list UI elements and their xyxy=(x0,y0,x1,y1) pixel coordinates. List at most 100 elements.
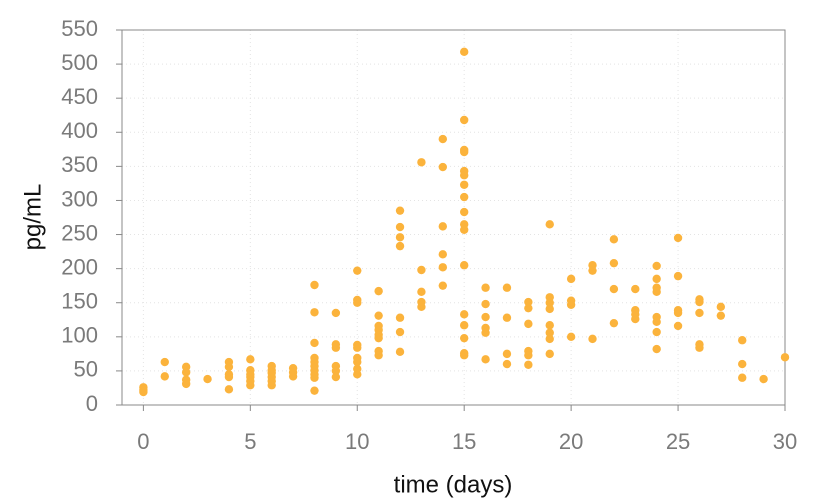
x-tick-label: 25 xyxy=(666,429,690,454)
point xyxy=(181,379,191,389)
point xyxy=(438,162,448,172)
point xyxy=(353,298,362,307)
point xyxy=(609,235,619,244)
point xyxy=(716,302,726,312)
point xyxy=(545,328,554,337)
point xyxy=(438,281,448,290)
point xyxy=(695,343,704,352)
point xyxy=(181,368,191,377)
y-tick-label: 200 xyxy=(61,254,98,279)
x-axis-label: time (days) xyxy=(394,471,513,498)
point xyxy=(524,351,533,360)
point xyxy=(481,283,490,292)
point xyxy=(524,297,533,307)
point xyxy=(459,147,469,157)
point xyxy=(374,351,383,360)
y-tick-label: 150 xyxy=(61,289,98,314)
y-tick-label: 100 xyxy=(61,323,98,348)
point xyxy=(652,287,661,297)
point xyxy=(780,353,790,362)
point xyxy=(438,263,448,272)
y-tick-label: 250 xyxy=(61,220,98,245)
point xyxy=(395,327,405,337)
point xyxy=(374,286,383,296)
point xyxy=(224,362,234,372)
point xyxy=(374,333,383,343)
y-tick-label: 300 xyxy=(61,186,98,211)
point xyxy=(417,158,426,167)
point xyxy=(738,359,747,369)
point xyxy=(609,258,619,268)
y-tick-label: 0 xyxy=(86,391,98,416)
point xyxy=(331,366,341,376)
point xyxy=(695,308,704,318)
point xyxy=(502,349,512,359)
point xyxy=(438,222,448,231)
point xyxy=(374,311,383,320)
point xyxy=(353,357,362,367)
point xyxy=(545,349,554,359)
point xyxy=(310,386,319,395)
point xyxy=(652,327,661,337)
point xyxy=(438,134,448,144)
point xyxy=(224,385,234,394)
point xyxy=(459,115,469,125)
point xyxy=(566,300,576,309)
point xyxy=(353,343,362,352)
point xyxy=(673,271,683,281)
x-tick-label: 10 xyxy=(345,429,369,454)
x-tick-label: 0 xyxy=(137,429,149,454)
point xyxy=(459,180,469,189)
point xyxy=(673,321,683,331)
point xyxy=(545,298,554,307)
point xyxy=(246,381,255,390)
x-tick-label: 30 xyxy=(773,429,797,454)
point xyxy=(331,308,341,318)
point xyxy=(652,344,661,354)
point xyxy=(395,347,405,357)
point xyxy=(459,321,469,330)
point xyxy=(502,283,512,292)
point xyxy=(502,359,512,369)
point xyxy=(288,372,298,381)
point xyxy=(459,333,469,343)
point xyxy=(545,321,554,330)
point xyxy=(738,373,747,382)
point xyxy=(481,312,490,322)
point xyxy=(139,387,148,397)
point xyxy=(545,334,554,344)
point xyxy=(588,334,597,344)
y-tick-label: 550 xyxy=(61,16,98,41)
point xyxy=(759,374,768,384)
point xyxy=(545,304,554,314)
point xyxy=(331,343,341,352)
point xyxy=(459,351,469,360)
y-axis-label: pg/mL xyxy=(19,184,46,251)
point xyxy=(353,370,362,379)
point xyxy=(459,261,469,270)
point xyxy=(160,357,169,367)
y-tick-label: 450 xyxy=(61,84,98,109)
point xyxy=(738,336,747,345)
x-tick-label: 5 xyxy=(244,429,256,454)
point xyxy=(224,372,234,382)
point xyxy=(566,332,576,342)
point xyxy=(481,328,490,337)
point xyxy=(459,225,469,234)
point xyxy=(246,355,255,364)
point xyxy=(524,319,533,329)
point xyxy=(631,284,640,294)
point xyxy=(331,372,341,382)
point xyxy=(673,233,683,243)
point xyxy=(395,222,405,232)
point xyxy=(395,233,405,242)
point xyxy=(481,299,490,309)
point xyxy=(609,318,619,328)
point xyxy=(459,310,469,319)
y-tick-label: 500 xyxy=(61,50,98,75)
plot-frame xyxy=(121,29,786,406)
point xyxy=(609,284,619,294)
point xyxy=(588,266,597,275)
point xyxy=(310,280,319,290)
point xyxy=(502,313,512,322)
